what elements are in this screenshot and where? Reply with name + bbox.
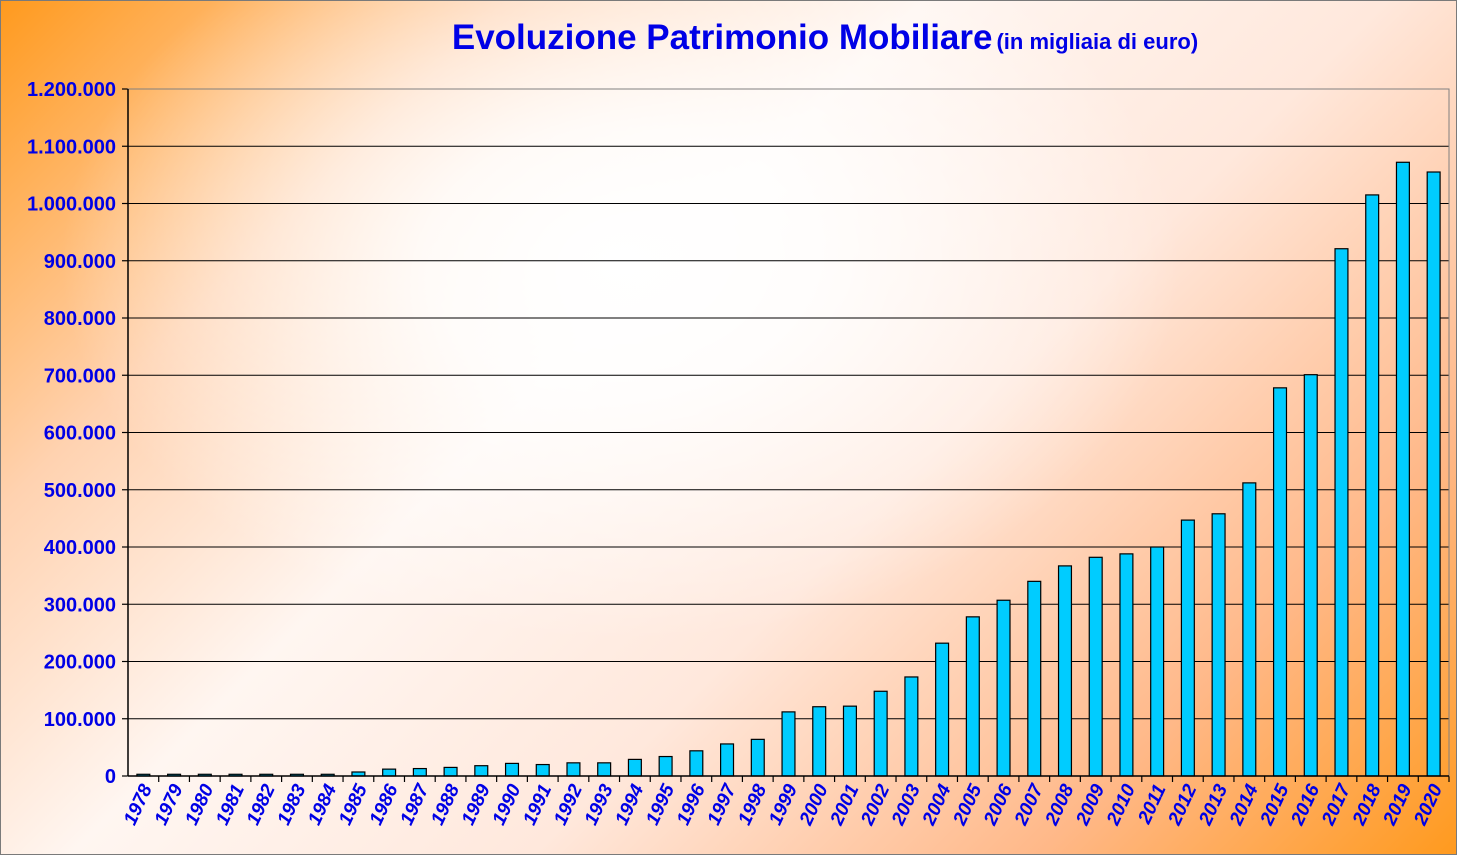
x-tick-label-1990: 1990 xyxy=(489,781,526,829)
bar-2018 xyxy=(1365,194,1380,777)
bar-2006 xyxy=(996,599,1011,777)
bar-2013 xyxy=(1211,513,1226,777)
y-tick-label: 1.000.000 xyxy=(27,194,116,216)
bar-2019 xyxy=(1395,161,1410,777)
bar-2001 xyxy=(842,705,857,777)
chart-title-main: Evoluzione Patrimonio Mobiliare xyxy=(451,18,993,57)
x-tick-label-2012: 2012 xyxy=(1164,781,1202,829)
x-tick-label-2013: 2013 xyxy=(1195,781,1233,829)
bar-1992 xyxy=(566,762,581,777)
bar-2017 xyxy=(1334,248,1349,777)
y-tick-label: 500.000 xyxy=(44,480,116,502)
bar-2015 xyxy=(1272,387,1288,777)
x-tick-label-2018: 2018 xyxy=(1348,781,1386,829)
bar-1997 xyxy=(720,743,735,777)
bar-2002 xyxy=(873,690,888,777)
x-tick-label-1994: 1994 xyxy=(612,781,649,829)
x-tick-label-2016: 2016 xyxy=(1287,781,1325,829)
bar-2012 xyxy=(1180,519,1195,777)
y-tick-label: 700.000 xyxy=(44,365,116,387)
x-tick-label-2015: 2015 xyxy=(1256,781,1294,829)
bars xyxy=(136,161,1441,777)
bar-1993 xyxy=(597,762,612,777)
x-tick-label-1985: 1985 xyxy=(335,781,372,829)
x-tick-label-2005: 2005 xyxy=(949,781,987,829)
bar-2008 xyxy=(1057,565,1073,777)
y-tick-label: 1.100.000 xyxy=(27,136,116,158)
bar-1987 xyxy=(412,767,427,777)
x-tick-label-1981: 1981 xyxy=(212,781,249,828)
x-tick-label-1998: 1998 xyxy=(734,781,771,829)
bar-2005 xyxy=(965,616,980,777)
x-tick-label-2020: 2020 xyxy=(1410,781,1448,829)
x-tick-label-2006: 2006 xyxy=(980,781,1018,829)
y-tick-label: 900.000 xyxy=(44,251,116,273)
bar-2016 xyxy=(1303,374,1318,777)
bar-1990 xyxy=(504,762,520,777)
bar-1989 xyxy=(474,765,489,777)
x-tick-label-1988: 1988 xyxy=(427,781,464,829)
bar-1995 xyxy=(658,755,673,777)
x-tick-label-1999: 1999 xyxy=(765,781,802,829)
y-tick-label: 100.000 xyxy=(44,709,116,731)
x-tick-label-2010: 2010 xyxy=(1103,781,1141,829)
x-tick-label-2008: 2008 xyxy=(1041,781,1079,829)
x-tick-label-1996: 1996 xyxy=(673,781,710,829)
x-tick-label-1989: 1989 xyxy=(458,781,495,829)
bar-1986 xyxy=(382,768,397,777)
y-axis-ticks: 0 100.000 200.000 300.000 400.000 500.000 600.… xyxy=(27,79,128,788)
x-tick-label-1979: 1979 xyxy=(151,781,188,829)
bar-2014 xyxy=(1242,482,1257,777)
y-tick-label: 200.000 xyxy=(44,652,116,674)
x-tick-label-2014: 2014 xyxy=(1226,781,1264,829)
x-tick-label-2017: 2017 xyxy=(1318,780,1356,829)
y-tick-label: 400.000 xyxy=(44,537,116,559)
bar-2004 xyxy=(935,642,950,777)
bar-1996 xyxy=(689,750,704,777)
x-tick-label-2019: 2019 xyxy=(1379,781,1417,829)
bar-2010 xyxy=(1119,553,1134,777)
x-tick-label-2009: 2009 xyxy=(1072,781,1110,829)
y-tick-label: 1.200.000 xyxy=(27,79,116,101)
bar-2003 xyxy=(904,676,919,777)
x-tick-label-1986: 1986 xyxy=(366,781,403,829)
x-tick-label-1992: 1992 xyxy=(550,781,587,829)
y-tick-label: 300.000 xyxy=(44,594,116,616)
y-tick-label: 0 xyxy=(105,766,116,788)
y-tick-label: 800.000 xyxy=(44,308,116,330)
y-tick-label: 600.000 xyxy=(44,423,116,445)
x-tick-label-1995: 1995 xyxy=(642,781,679,829)
x-tick-label-2002: 2002 xyxy=(857,781,895,829)
bar-2011 xyxy=(1150,546,1165,777)
chart-subtitle: (in migliaia di euro) xyxy=(996,29,1199,54)
chart-title: Evoluzione Patrimonio Mobiliare (in migli… xyxy=(0,18,1465,58)
bar-2020 xyxy=(1426,171,1441,777)
x-tick-label-2007: 2007 xyxy=(1010,780,1048,829)
x-tick-label-2011: 2011 xyxy=(1134,781,1171,828)
x-tick-label-2003: 2003 xyxy=(888,781,926,829)
bar-2007 xyxy=(1027,580,1042,777)
x-tick-label-1982: 1982 xyxy=(243,781,280,829)
bar-1988 xyxy=(443,766,458,777)
bar-1998 xyxy=(750,738,765,777)
bar-1991 xyxy=(535,763,550,777)
x-tick-label-2004: 2004 xyxy=(918,781,956,829)
x-tick-label-1978: 1978 xyxy=(120,781,157,829)
x-tick-label-1991: 1991 xyxy=(519,781,556,828)
x-tick-label-2000: 2000 xyxy=(795,781,833,829)
x-tick-label-1984: 1984 xyxy=(304,781,341,829)
bar-2009 xyxy=(1088,556,1103,777)
x-tick-label-1983: 1983 xyxy=(274,781,311,829)
x-tick-label-2001: 2001 xyxy=(826,781,863,829)
x-tick-label-1980: 1980 xyxy=(181,781,218,829)
bar-2000 xyxy=(812,706,827,777)
x-axis-ticks: 1978197919801981198219831984198519861987… xyxy=(120,776,1450,829)
bar-1994 xyxy=(627,758,642,777)
x-tick-label-1993: 1993 xyxy=(581,781,618,829)
bar-1999 xyxy=(781,711,796,777)
